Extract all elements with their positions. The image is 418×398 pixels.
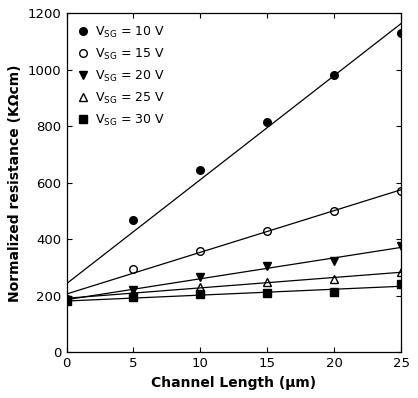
Y-axis label: Normalized resistance (KΩcm): Normalized resistance (KΩcm) <box>8 64 22 302</box>
X-axis label: Channel Length (μm): Channel Length (μm) <box>151 376 316 390</box>
Legend: V$_\mathrm{SG}$ = 10 V, V$_\mathrm{SG}$ = 15 V, V$_\mathrm{SG}$ = 20 V, V$_\math: V$_\mathrm{SG}$ = 10 V, V$_\mathrm{SG}$ … <box>73 20 171 133</box>
